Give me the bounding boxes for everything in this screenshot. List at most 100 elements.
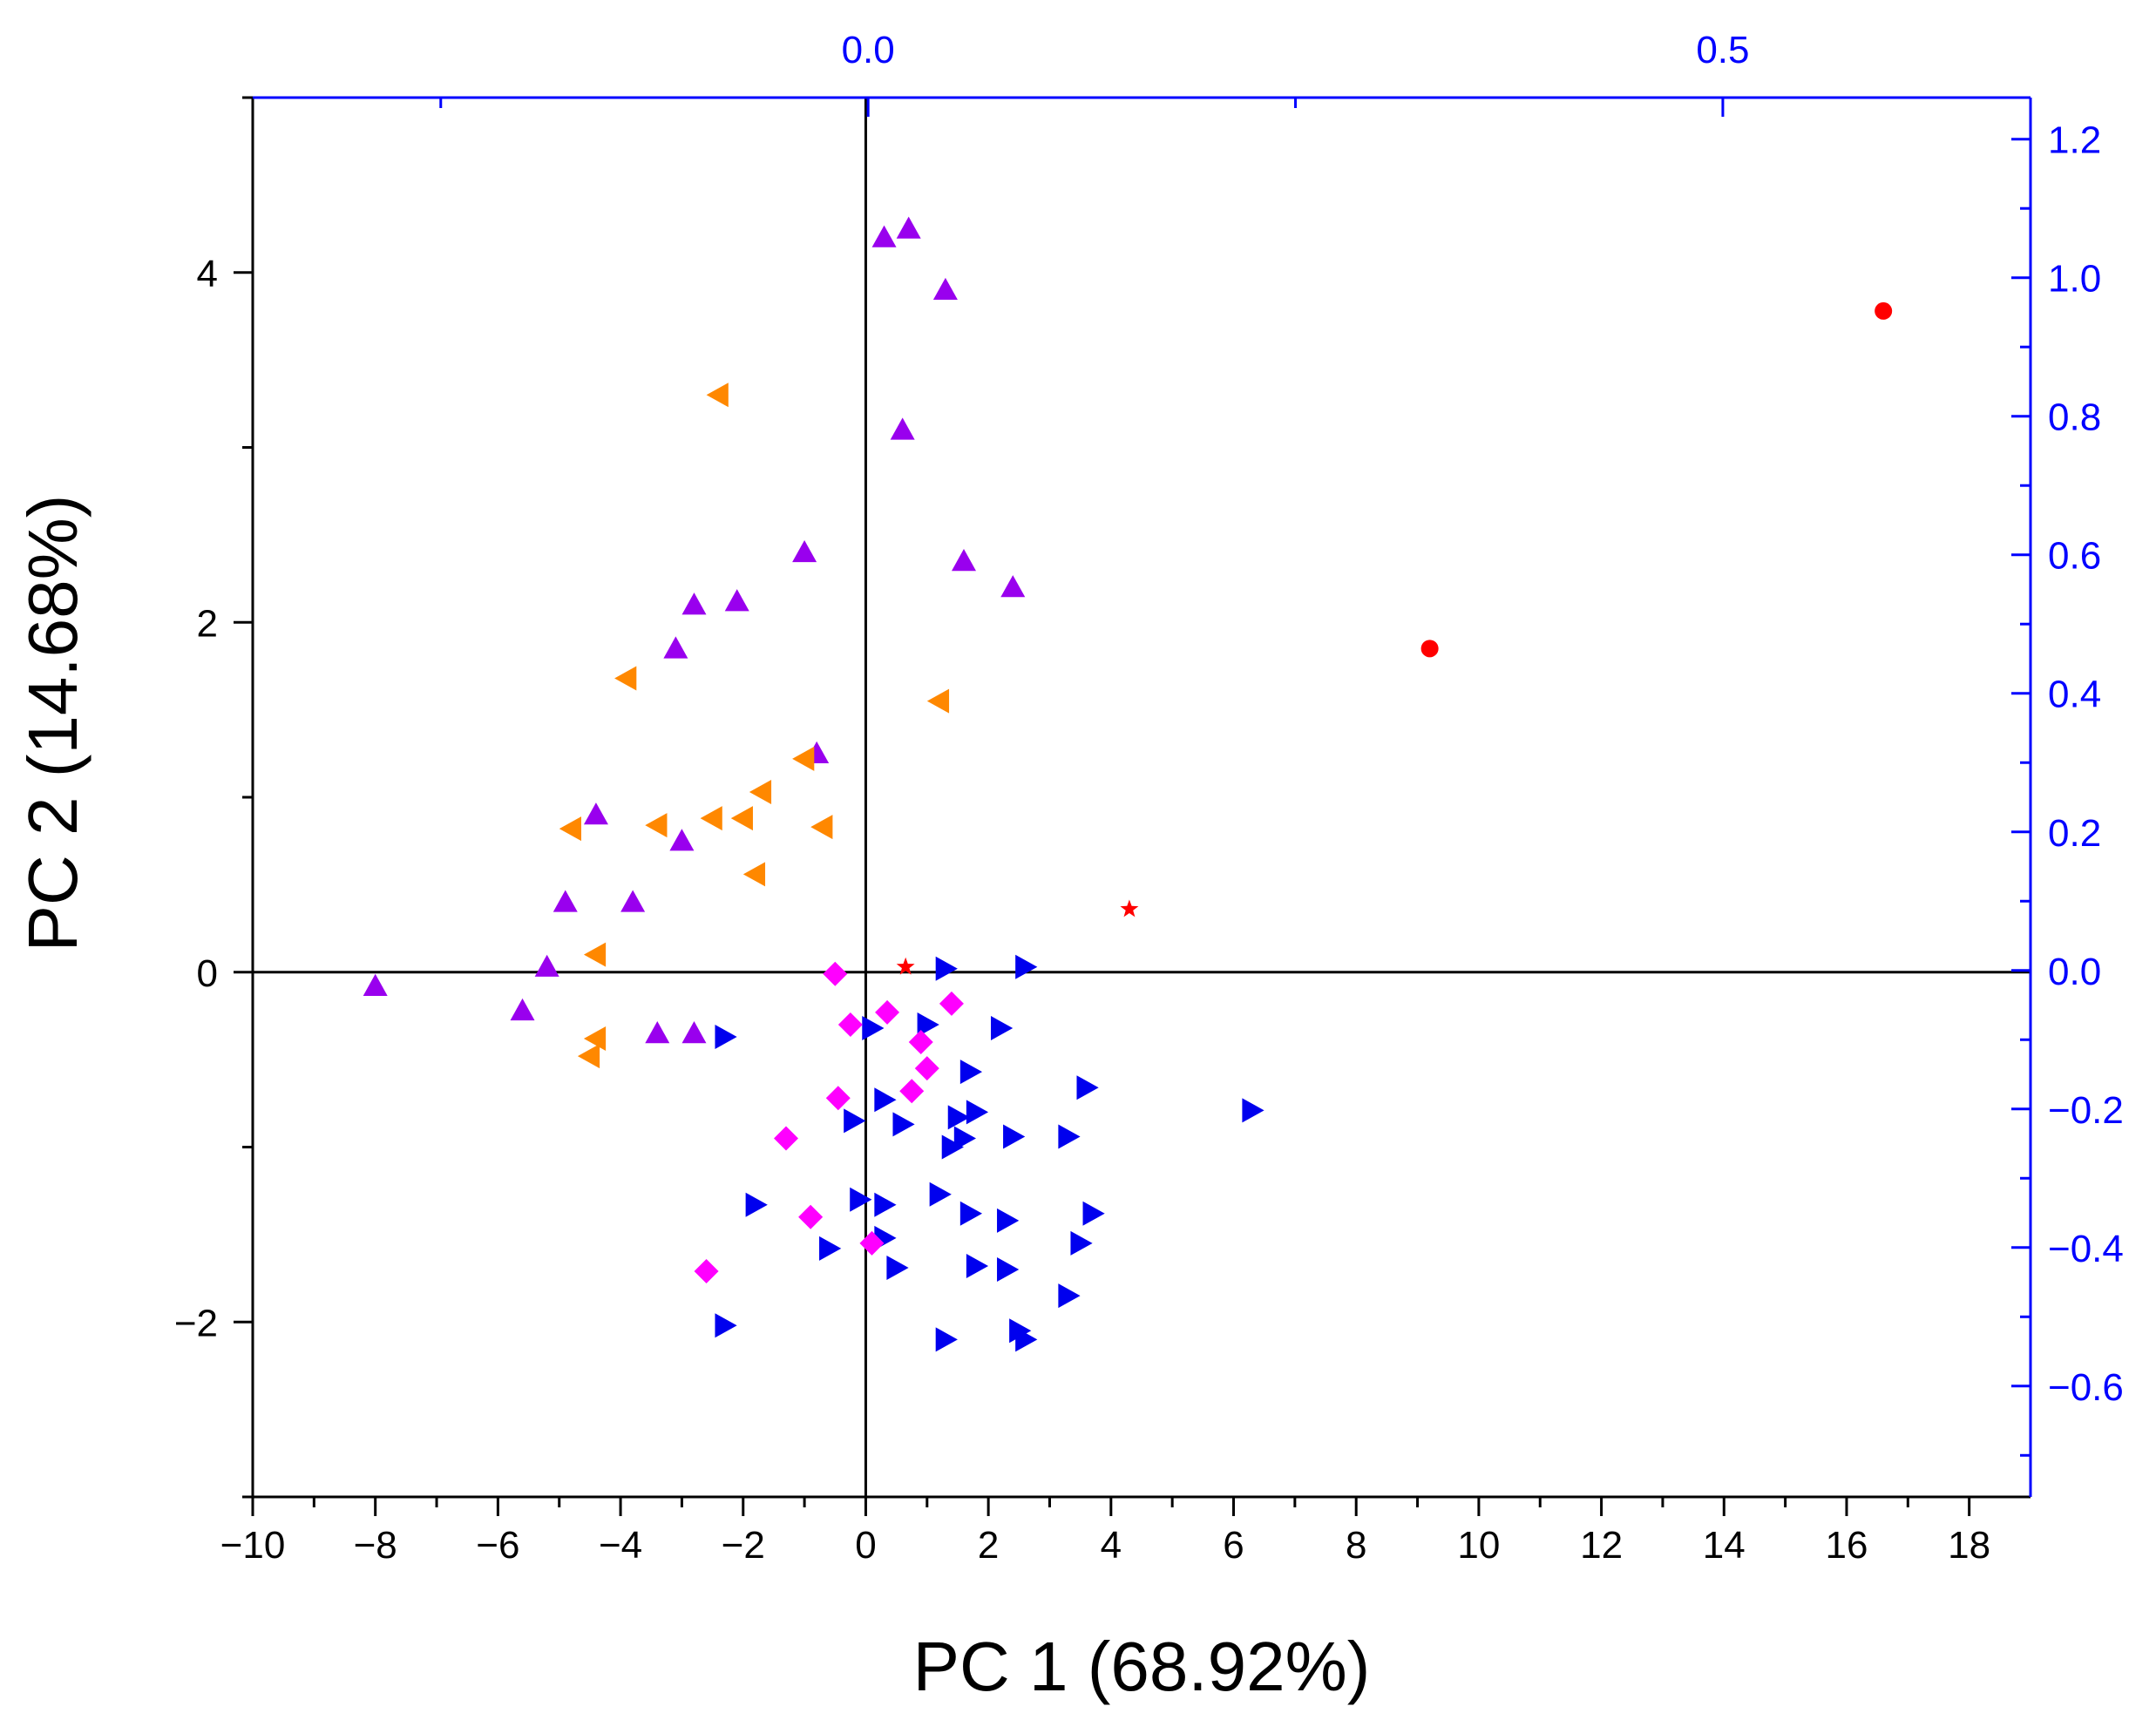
magenta-diamond-point bbox=[837, 1012, 863, 1037]
magenta-diamond-point bbox=[939, 991, 964, 1016]
y-tick-label: 0 bbox=[197, 952, 218, 995]
blue-triangle-right-point bbox=[1070, 1230, 1093, 1256]
secondary-y-tick-label: 0.2 bbox=[2048, 812, 2101, 855]
secondary-x-tick-label: 0.0 bbox=[842, 29, 895, 71]
blue-triangle-right-point bbox=[1058, 1124, 1081, 1149]
y-axis-title: PC 2 (14.68%) bbox=[14, 495, 92, 952]
blue-triangle-right-point bbox=[862, 1015, 885, 1040]
axes-layer: −10 −8 −6 −4 −2 0 2 4 6 8 10 12 14 16 18 −2 0 2 4 0.0 0.5 −0.… bbox=[174, 29, 2124, 1567]
secondary-y-tick-label: 0.8 bbox=[2048, 396, 2101, 439]
secondary-y-tick-label: 1.0 bbox=[2048, 258, 2101, 301]
blue-triangle-right-point bbox=[929, 1181, 952, 1207]
purple-triangle-up-point bbox=[792, 539, 817, 563]
secondary-y-tick-label: 1.2 bbox=[2048, 119, 2101, 162]
magenta-diamond-point bbox=[798, 1204, 824, 1229]
purple-triangle-up-point bbox=[890, 417, 915, 440]
purple-triangle-up-point bbox=[952, 548, 976, 572]
orange-triangle-left-point bbox=[645, 813, 668, 838]
blue-triangle-right-point bbox=[1015, 1327, 1038, 1352]
y-tick-label: 4 bbox=[197, 253, 218, 295]
blue-triangle-right-point bbox=[844, 1108, 866, 1134]
y-tick-label: −2 bbox=[174, 1302, 218, 1344]
purple-triangle-up-point bbox=[896, 216, 921, 239]
orange-triangle-left-point bbox=[792, 746, 815, 771]
secondary-y-tick-label: −0.4 bbox=[2048, 1228, 2124, 1270]
y-tick-label: 2 bbox=[197, 602, 218, 645]
orange-triangle-left-point bbox=[583, 1026, 607, 1052]
blue-triangle-right-point bbox=[874, 1192, 897, 1217]
x-tick-label: −8 bbox=[354, 1524, 397, 1567]
blue-triangle-right-point bbox=[874, 1087, 897, 1113]
secondary-y-tick-label: 0.0 bbox=[2048, 951, 2101, 993]
x-tick-label: 18 bbox=[1948, 1524, 1990, 1567]
secondary-y-tick-label: 0.6 bbox=[2048, 535, 2101, 578]
blue-triangle-right-point bbox=[941, 1134, 964, 1160]
purple-triangle-up-point bbox=[681, 592, 707, 615]
purple-triangle-up-point bbox=[681, 1021, 707, 1044]
red-star-point bbox=[896, 957, 915, 975]
blue-triangle-right-point bbox=[1015, 954, 1038, 979]
purple-triangle-up-point bbox=[871, 225, 897, 247]
red-circle-point bbox=[1875, 301, 1893, 320]
secondary-x-tick-label: 0.5 bbox=[1696, 29, 1749, 71]
magenta-diamond-point bbox=[694, 1259, 719, 1284]
blue-triangle-right-point bbox=[997, 1208, 1020, 1233]
blue-triangle-right-point bbox=[966, 1254, 989, 1279]
magenta-diamond-point bbox=[914, 1056, 939, 1081]
magenta-diamond-point bbox=[774, 1126, 798, 1151]
blue-triangle-right-point bbox=[959, 1060, 983, 1085]
purple-triangle-up-point bbox=[669, 829, 695, 851]
orange-triangle-left-point bbox=[700, 806, 722, 831]
blue-triangle-right-point bbox=[935, 956, 958, 981]
secondary-y-tick-label: −0.6 bbox=[2048, 1366, 2124, 1409]
orange-triangle-left-point bbox=[559, 816, 581, 842]
x-tick-label: 10 bbox=[1457, 1524, 1500, 1567]
magenta-diamond-point bbox=[825, 1086, 851, 1111]
orange-triangle-left-point bbox=[810, 815, 833, 840]
blue-triangle-right-point bbox=[850, 1187, 872, 1212]
blue-triangle-right-point bbox=[947, 1105, 970, 1130]
red-circle-point bbox=[1420, 640, 1439, 658]
blue-triangle-right-point bbox=[886, 1256, 909, 1281]
purple-triangle-up-point bbox=[645, 1021, 670, 1044]
blue-triangle-right-point bbox=[1082, 1201, 1105, 1226]
purple-triangle-up-point bbox=[663, 636, 688, 659]
red-star-point bbox=[1120, 899, 1139, 917]
secondary-y-tick-label: −0.2 bbox=[2048, 1089, 2124, 1132]
magenta-diamond-point bbox=[875, 999, 900, 1025]
orange-triangle-left-point bbox=[749, 779, 772, 804]
x-tick-label: −6 bbox=[476, 1524, 519, 1567]
purple-triangle-up-point bbox=[534, 954, 559, 977]
blue-triangle-right-point bbox=[953, 1126, 976, 1151]
blue-triangle-right-point bbox=[1242, 1098, 1264, 1123]
blue-triangle-right-point bbox=[819, 1236, 842, 1261]
x-tick-label: −2 bbox=[722, 1524, 765, 1567]
secondary-y-tick-label: 0.4 bbox=[2048, 674, 2101, 716]
blue-triangle-right-point bbox=[715, 1025, 737, 1050]
blue-triangle-right-point bbox=[715, 1313, 737, 1338]
blue-triangle-right-point bbox=[1076, 1075, 1099, 1100]
x-tick-label: 14 bbox=[1703, 1524, 1746, 1567]
purple-triangle-up-point bbox=[932, 277, 958, 301]
purple-triangle-up-point bbox=[510, 998, 535, 1021]
blue-triangle-right-point bbox=[1003, 1124, 1026, 1149]
x-tick-label: 12 bbox=[1580, 1524, 1623, 1567]
blue-triangle-right-point bbox=[1058, 1283, 1081, 1309]
purple-triangle-up-point bbox=[724, 589, 749, 612]
orange-triangle-left-point bbox=[926, 688, 950, 714]
blue-triangle-right-point bbox=[966, 1100, 989, 1125]
points-layer bbox=[363, 216, 1893, 1352]
magenta-diamond-point bbox=[899, 1079, 925, 1104]
x-tick-label: 2 bbox=[978, 1524, 999, 1567]
blue-triangle-right-point bbox=[892, 1112, 915, 1137]
x-tick-label: 6 bbox=[1223, 1524, 1244, 1567]
x-tick-label: 16 bbox=[1825, 1524, 1868, 1567]
purple-triangle-up-point bbox=[1000, 575, 1026, 598]
magenta-diamond-point bbox=[908, 1030, 933, 1055]
orange-triangle-left-point bbox=[742, 862, 766, 887]
x-tick-label: 4 bbox=[1101, 1524, 1122, 1567]
blue-triangle-right-point bbox=[745, 1192, 768, 1217]
x-tick-label: −10 bbox=[220, 1524, 286, 1567]
purple-triangle-up-point bbox=[553, 890, 578, 912]
